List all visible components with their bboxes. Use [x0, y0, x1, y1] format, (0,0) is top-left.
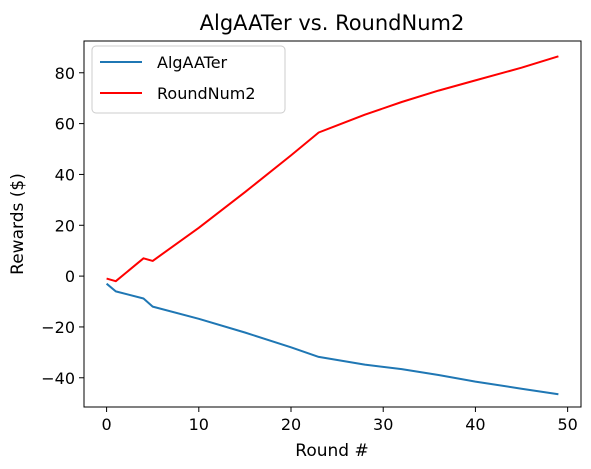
x-tick-label: 0	[101, 415, 111, 434]
y-tick-label: 40	[55, 165, 75, 184]
chart-title: AlgAATer vs. RoundNum2	[200, 11, 465, 35]
x-tick-label: 20	[281, 415, 301, 434]
plot-frame	[83, 40, 582, 408]
y-tick-label: 20	[55, 216, 75, 235]
plot-area: 0 10 20 30 40 50 −40 −20 0 20 40 60 80	[41, 40, 582, 434]
series-layer	[105, 55, 559, 396]
x-axis-ticks: 0 10 20 30 40 50	[101, 407, 578, 434]
y-axis-ticks: −40 −20 0 20 40 60 80	[41, 64, 84, 388]
x-tick-label: 30	[373, 415, 393, 434]
y-tick-label: −20	[41, 318, 75, 337]
y-tick-label: −40	[41, 369, 75, 388]
series-line-roundnum2	[106, 55, 559, 283]
y-tick-label: 0	[65, 267, 75, 286]
y-tick-label: 60	[55, 115, 75, 134]
legend-label-algaater: AlgAATer	[157, 53, 228, 72]
series-line-algaater	[105, 282, 559, 396]
legend-label-roundnum2: RoundNum2	[157, 84, 256, 103]
x-tick-label: 40	[465, 415, 485, 434]
legend: AlgAATer RoundNum2	[91, 45, 286, 114]
x-axis-label: Round #	[295, 441, 368, 461]
x-tick-label: 50	[557, 415, 577, 434]
x-tick-label: 10	[189, 415, 209, 434]
y-axis-label: Rewards ($)	[8, 173, 28, 275]
y-tick-label: 80	[55, 64, 75, 83]
